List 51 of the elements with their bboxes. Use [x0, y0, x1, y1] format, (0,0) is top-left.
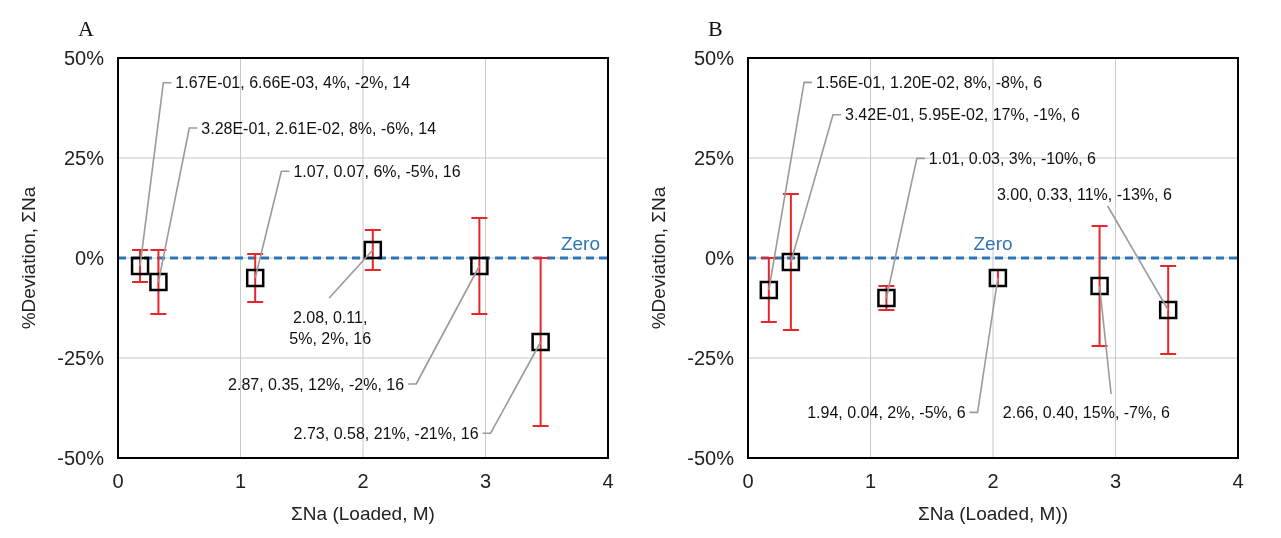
annotation: 2.87, 0.35, 12%, -2%, 16 [228, 375, 405, 393]
chart-title: B [708, 16, 723, 41]
point [245, 268, 265, 288]
x-tick-label: 4 [602, 470, 614, 493]
point [363, 240, 383, 260]
ref-line-label: Zero [973, 233, 1013, 254]
y-tick-label: -50% [57, 447, 105, 470]
point [1090, 276, 1109, 296]
point [149, 272, 168, 292]
annotation: 3.00, 0.33, 11%, -13%, 6 [996, 185, 1172, 203]
point [470, 256, 489, 276]
y-axis-title: %Deviation, ΣNa [647, 186, 669, 330]
annotation: 2.08, 0.11, 5%, 2%, 16 [289, 308, 372, 347]
x-tick-label: 4 [1232, 470, 1244, 493]
point [531, 332, 550, 352]
annotation: 2.73, 0.58, 21%, -21%, 16 [293, 424, 479, 442]
annotation: 1.94, 0.04, 2%, -5%, 6 [807, 404, 966, 421]
chart-title: A [78, 16, 94, 41]
annotation: 2.66, 0.40, 15%, -7%, 6 [1002, 404, 1171, 421]
point [759, 280, 779, 300]
annotation: 1.56E-01, 1.20E-02, 8%, -8%, 6 [816, 74, 1043, 91]
annotation: 3.42E-01, 5.95E-02, 17%, -1%, 6 [845, 106, 1080, 124]
annotation: 1.07, 0.07, 6%, -5%, 16 [293, 162, 461, 180]
x-tick-label: 1 [864, 470, 877, 493]
x-tick-label: 3 [1109, 470, 1122, 493]
y-tick-label: 50% [63, 47, 105, 70]
annotation: 1.01, 0.03, 3%, -10%, 6 [928, 150, 1097, 167]
x-tick-label: 2 [987, 470, 999, 493]
point [1158, 300, 1178, 320]
x-tick-label: 2 [357, 470, 369, 493]
x-tick-label: 3 [479, 470, 492, 493]
point [781, 252, 801, 272]
y-tick-label: 25% [63, 147, 105, 170]
x-tick-label: 1 [234, 470, 247, 493]
y-tick-label: -25% [57, 347, 105, 370]
annotation: 3.28E-01, 2.61E-02, 8%, -6%, 14 [201, 119, 437, 137]
annotation: 1.67E-01, 6.66E-03, 4%, -2%, 14 [175, 74, 411, 92]
y-tick-label: -25% [687, 347, 735, 370]
point [130, 256, 150, 276]
x-tick-label: 0 [742, 470, 754, 493]
x-axis-title: ΣNa (Loaded, M)) [917, 503, 1069, 524]
y-tick-label: 50% [693, 47, 735, 70]
ref-line-label: Zero [560, 233, 600, 254]
x-tick-label: 0 [112, 470, 124, 493]
y-tick-label: 0% [705, 247, 735, 270]
point [988, 268, 1008, 288]
y-tick-label: -50% [687, 447, 735, 470]
y-tick-label: 25% [693, 147, 735, 170]
y-axis-title: %Deviation, ΣNa [17, 186, 39, 330]
y-tick-label: 0% [75, 247, 105, 270]
x-axis-title: ΣNa (Loaded, M) [291, 503, 435, 524]
